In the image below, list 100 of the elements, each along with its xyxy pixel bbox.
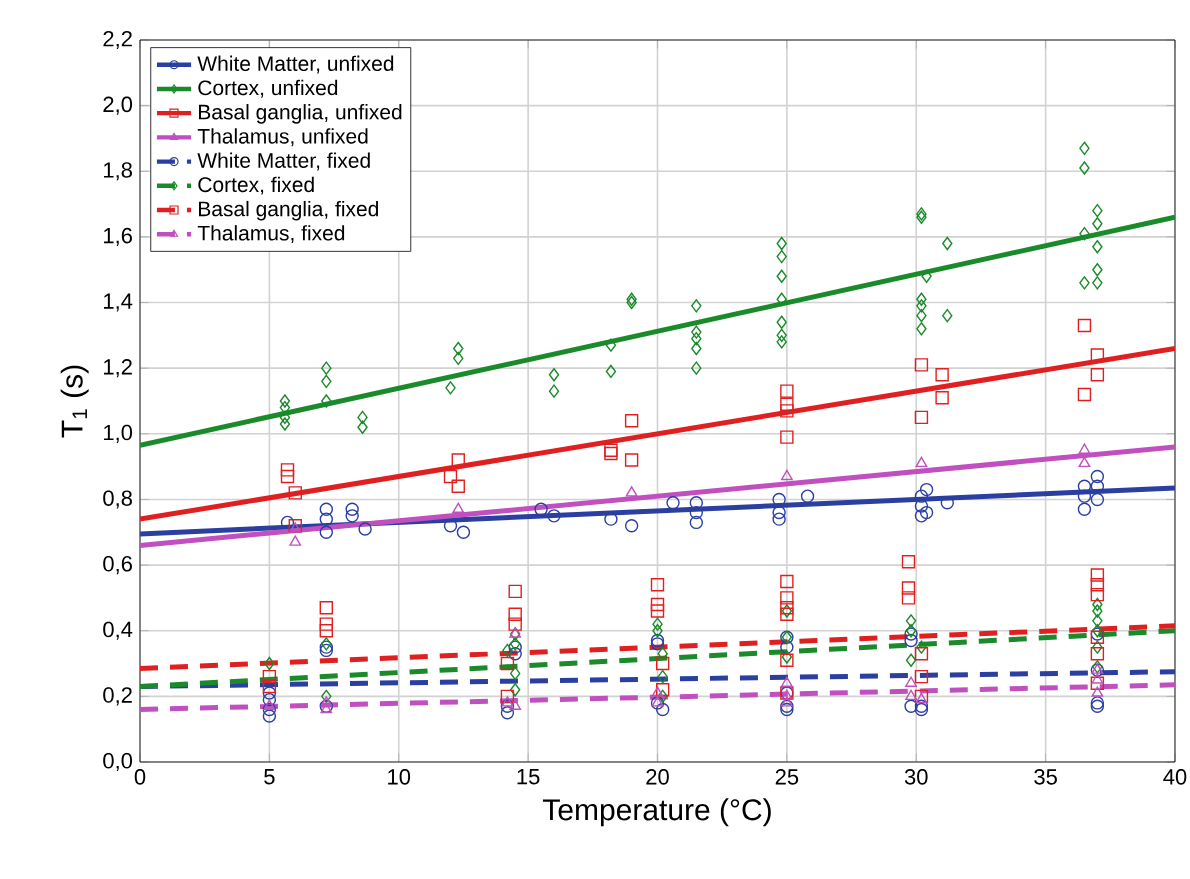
point xyxy=(914,509,929,523)
point xyxy=(280,463,295,477)
point xyxy=(689,515,704,530)
point xyxy=(691,331,702,346)
point xyxy=(935,368,949,382)
point xyxy=(456,525,471,539)
point xyxy=(319,512,334,526)
x-tick-label: 35 xyxy=(1034,769,1057,785)
point xyxy=(279,417,291,431)
point xyxy=(904,699,918,713)
point xyxy=(500,706,515,720)
point xyxy=(321,689,332,704)
y-tick-label: 1,2 xyxy=(104,359,132,378)
y-tick-label: 0,4 xyxy=(103,621,133,640)
point xyxy=(921,269,932,283)
point xyxy=(914,699,929,713)
point xyxy=(914,646,929,661)
point xyxy=(500,699,515,713)
point xyxy=(1090,646,1105,661)
point xyxy=(780,699,794,713)
point xyxy=(1090,368,1105,382)
point xyxy=(905,676,917,687)
point xyxy=(626,295,637,310)
point xyxy=(650,633,665,648)
point xyxy=(319,643,334,658)
point xyxy=(345,509,359,523)
point xyxy=(280,469,295,484)
point xyxy=(626,292,637,306)
point xyxy=(914,669,929,684)
point xyxy=(800,489,815,503)
point xyxy=(1092,640,1103,654)
point xyxy=(263,699,276,710)
legend-label: White Matter, fixed xyxy=(197,152,370,171)
point xyxy=(914,489,929,503)
y-tick-label: 1,6 xyxy=(104,227,132,246)
point xyxy=(780,591,794,605)
point xyxy=(776,292,787,306)
y-tick-label: 0,8 xyxy=(103,490,132,509)
x-tick-label: 40 xyxy=(1163,769,1187,785)
point xyxy=(666,496,680,510)
y-tick-label: 1,8 xyxy=(104,162,132,181)
point xyxy=(780,574,794,589)
x-tick-label: 0 xyxy=(134,769,146,785)
point xyxy=(780,469,793,481)
point xyxy=(501,696,514,707)
point xyxy=(1077,318,1092,333)
point xyxy=(319,525,334,539)
point xyxy=(776,328,787,343)
point xyxy=(905,653,917,667)
point xyxy=(914,702,929,717)
y-axis-title: T$_{1}$ (s) xyxy=(60,365,89,438)
point xyxy=(604,443,618,457)
point xyxy=(1090,469,1105,484)
point xyxy=(691,299,702,313)
point xyxy=(1078,443,1091,454)
point xyxy=(1091,673,1104,684)
point xyxy=(915,456,928,468)
point xyxy=(655,683,670,697)
point xyxy=(445,381,456,395)
point xyxy=(657,646,668,661)
point xyxy=(1079,141,1090,155)
point xyxy=(916,322,927,336)
point xyxy=(916,299,927,313)
point xyxy=(547,509,561,523)
point xyxy=(650,604,665,618)
point xyxy=(689,505,704,520)
point xyxy=(650,597,665,612)
point xyxy=(319,624,334,638)
point xyxy=(262,709,277,723)
y-tick-label: 0,6 xyxy=(103,556,132,575)
point xyxy=(357,420,368,434)
point xyxy=(605,364,617,379)
point xyxy=(657,669,668,684)
point xyxy=(1090,492,1105,507)
point xyxy=(905,614,917,628)
point xyxy=(916,292,927,306)
point xyxy=(901,591,916,605)
point xyxy=(772,505,786,520)
point xyxy=(1079,161,1090,175)
point xyxy=(1092,217,1103,231)
point xyxy=(624,519,639,533)
point xyxy=(1079,276,1090,290)
legend-label: Basal ganglia, unfixed xyxy=(199,104,402,124)
y-tick-label: 0,0 xyxy=(103,752,133,772)
point xyxy=(935,391,949,405)
x-tick-label: 30 xyxy=(904,769,928,785)
point xyxy=(904,633,918,648)
point xyxy=(345,502,359,516)
point xyxy=(357,410,368,425)
point xyxy=(453,351,464,366)
point xyxy=(451,479,465,494)
point xyxy=(652,624,663,638)
point xyxy=(655,702,670,717)
point xyxy=(651,686,664,697)
legend-label: Thalamus, unfixed xyxy=(197,128,368,147)
point xyxy=(916,308,927,323)
point xyxy=(443,469,458,484)
legend-label: Cortex, unfixed xyxy=(198,79,338,98)
point xyxy=(1092,263,1103,277)
point xyxy=(1079,226,1090,241)
